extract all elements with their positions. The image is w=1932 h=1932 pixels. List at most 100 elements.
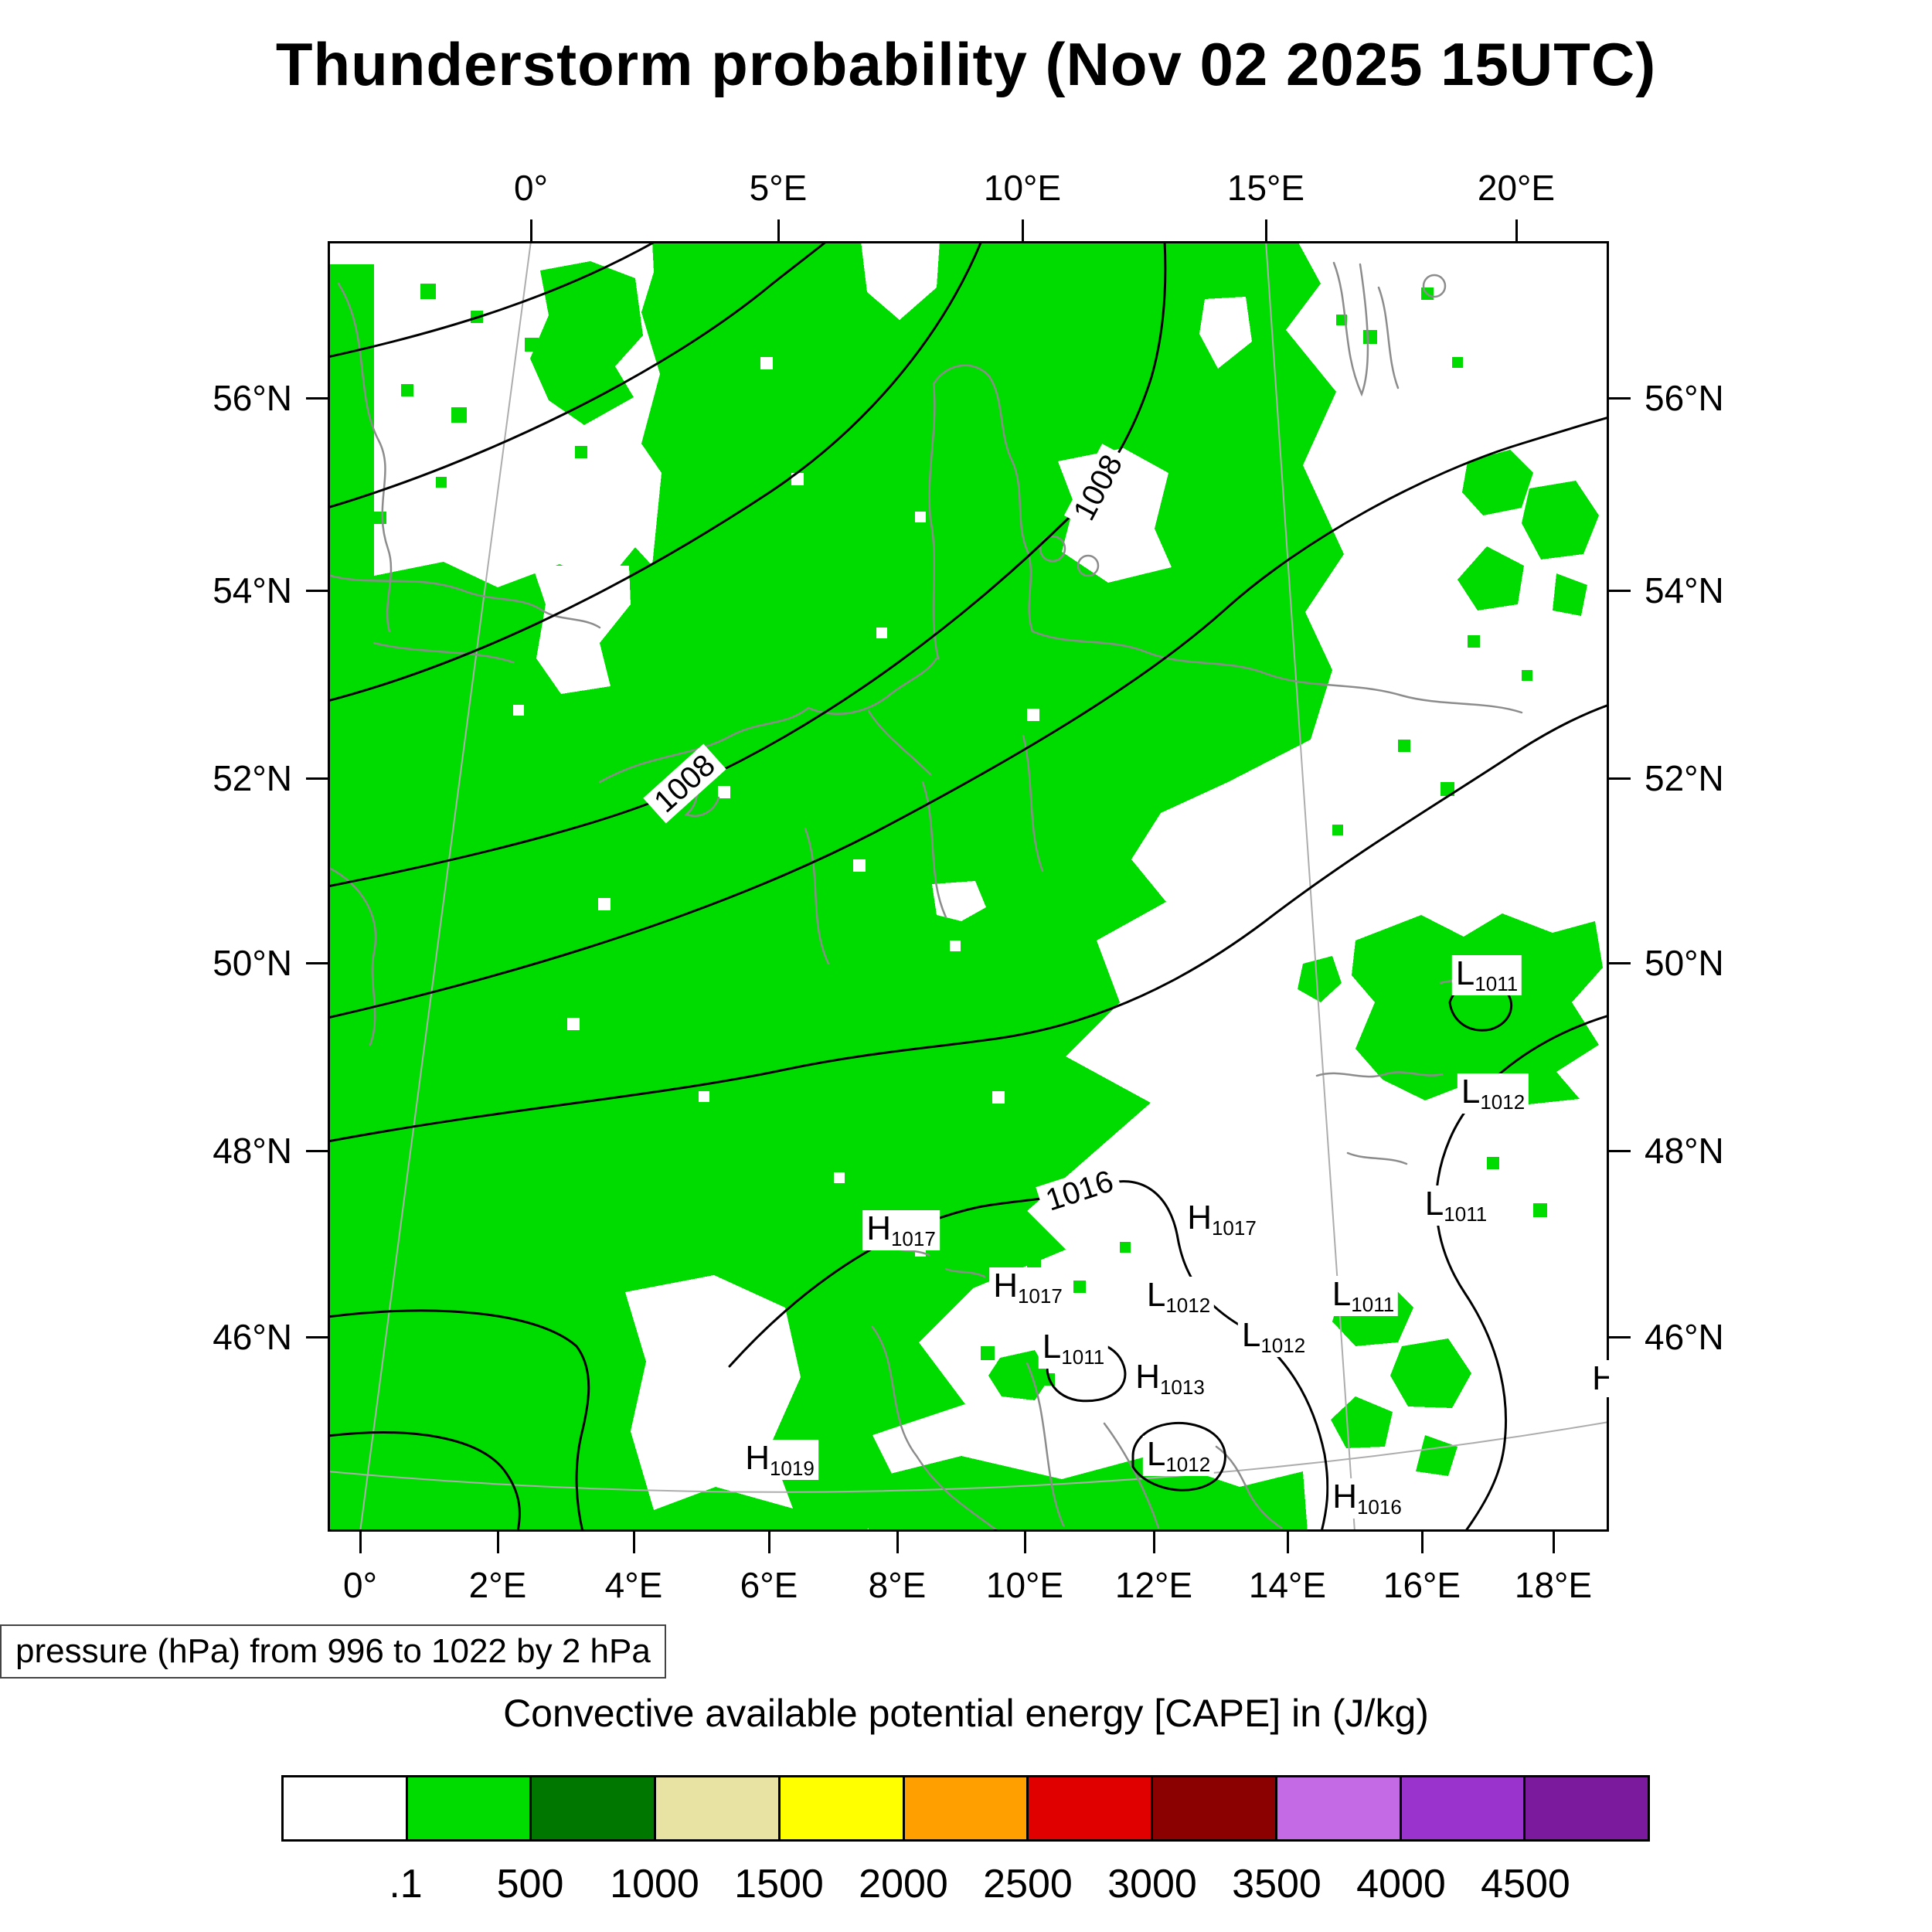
speck — [513, 705, 524, 716]
pressure-center: L1011 — [1451, 955, 1522, 995]
island-outline — [1422, 274, 1447, 298]
axis-label-right: 56°N — [1645, 378, 1724, 418]
colorbar-cell — [1151, 1775, 1277, 1842]
axis-label-top: 10°E — [983, 168, 1062, 208]
colorbar-cell — [1026, 1775, 1154, 1842]
pressure-letter: H — [1592, 1359, 1609, 1397]
axis-label-bottom: 2°E — [468, 1565, 527, 1605]
pressure-letter: H — [745, 1439, 770, 1477]
axis-label-bottom: 12°E — [1114, 1565, 1193, 1605]
axis-tick-right — [1609, 397, 1631, 400]
border-line — [921, 781, 947, 919]
isobar — [328, 416, 1609, 1019]
axis-tick-bottom — [1024, 1532, 1026, 1553]
axis-label-bottom: 14°E — [1248, 1565, 1327, 1605]
speck — [1104, 554, 1115, 565]
pressure-letter: H — [866, 1209, 891, 1247]
pressure-center: L1011 — [1038, 1328, 1109, 1369]
axis-tick-left — [306, 777, 328, 780]
axis-label-left: 48°N — [213, 1131, 292, 1171]
speck — [598, 898, 611, 910]
speck — [451, 407, 467, 423]
colorbar-tick-label: 1500 — [734, 1862, 824, 1906]
axis-tick-top — [1265, 219, 1267, 241]
speck — [567, 1018, 580, 1030]
colorbar-tick-label: 1000 — [610, 1862, 699, 1906]
pressure-letter: H — [1187, 1199, 1212, 1236]
pressure-letter: H — [1135, 1358, 1160, 1396]
contour-label: 1008 — [643, 743, 726, 824]
axis-label-bottom: 10°E — [985, 1565, 1064, 1605]
speck — [1027, 1253, 1041, 1267]
axis-label-left: 54°N — [213, 570, 292, 611]
map-panel: 1008 1008 1016 H1017 H1017 H1017 L1012 L1011 L10… — [328, 241, 1609, 1532]
pressure-value: 1011 — [1444, 1202, 1488, 1226]
axis-label-left: 46°N — [213, 1317, 292, 1357]
cape-region — [1298, 956, 1342, 1002]
pressure-value: 1016 — [1356, 1495, 1402, 1519]
cape-region — [1522, 481, 1599, 560]
axis-label-bottom: 0° — [343, 1565, 377, 1605]
isobar-closed — [1131, 1421, 1226, 1492]
colorbar-tick-label: 3000 — [1107, 1862, 1197, 1906]
axis-tick-bottom — [896, 1532, 899, 1553]
pressure-center: H1016 — [1328, 1478, 1406, 1519]
axis-label-top: 15°E — [1226, 168, 1305, 208]
axis-tick-left — [306, 1336, 328, 1338]
colorbar-tick-label: 2500 — [983, 1862, 1073, 1906]
pressure-value: 1017 — [890, 1227, 936, 1250]
colorbar — [281, 1775, 1651, 1842]
colorbar-tick-label: 3500 — [1232, 1862, 1321, 1906]
isobar — [328, 241, 658, 359]
axis-tick-right — [1609, 1336, 1631, 1338]
speck — [687, 1211, 699, 1223]
axis-tick-bottom — [497, 1532, 499, 1553]
speck — [1000, 1176, 1014, 1190]
graticule-layer — [328, 241, 1609, 1532]
coastline — [1377, 286, 1400, 389]
speck — [1468, 635, 1480, 648]
chart-title: Thunderstorm probability (Nov 02 2025 15… — [275, 30, 1657, 98]
axis-label-bottom: 8°E — [868, 1565, 927, 1605]
axis-tick-top — [777, 219, 780, 241]
map-label-overlay: 1008 1008 1016 H1017 H1017 H1017 L1012 L1011 L10… — [328, 241, 1609, 1532]
pressure-caption: pressure (hPa) from 996 to 1022 by 2 hPa — [0, 1624, 666, 1679]
meridian-line — [1265, 241, 1355, 1532]
clear-speckle-layer — [513, 357, 1115, 1257]
speck — [853, 859, 866, 872]
speck — [1073, 1281, 1086, 1293]
colorbar-cell — [654, 1775, 781, 1842]
axis-label-right: 46°N — [1645, 1317, 1724, 1357]
speck — [981, 1346, 995, 1360]
colorbar-cell — [529, 1775, 657, 1842]
speck — [1487, 1157, 1499, 1169]
isobar — [328, 1309, 590, 1532]
axis-label-top: 0° — [514, 168, 548, 208]
pressure-value: 1011 — [1475, 972, 1519, 995]
axis-label-right: 50°N — [1645, 943, 1724, 983]
pressure-value: 1013 — [1159, 1376, 1205, 1399]
speck — [992, 1091, 1005, 1104]
colorbar-cell — [1399, 1775, 1526, 1842]
axis-tick-bottom — [1421, 1532, 1423, 1553]
coastline — [928, 364, 1034, 660]
speck — [834, 1172, 845, 1183]
cape-region — [1553, 573, 1587, 616]
border-line — [804, 827, 830, 965]
colorbar-cell — [405, 1775, 532, 1842]
coastline — [372, 641, 515, 664]
pressure-center: L1012 — [1142, 1436, 1215, 1476]
speck — [436, 477, 447, 488]
pressure-center: L1011 — [1328, 1276, 1399, 1316]
speck — [733, 1250, 744, 1260]
axis-tick-top — [1515, 219, 1518, 241]
pressure-center: L1012 — [1237, 1317, 1310, 1357]
axis-tick-bottom — [1553, 1532, 1555, 1553]
isobar — [328, 241, 828, 509]
pressure-value: 1012 — [1165, 1453, 1211, 1476]
pressure-letter: L — [1461, 1073, 1481, 1111]
border-line — [1315, 1071, 1444, 1078]
clear-region — [861, 241, 940, 320]
colorbar-cell — [1523, 1775, 1651, 1842]
